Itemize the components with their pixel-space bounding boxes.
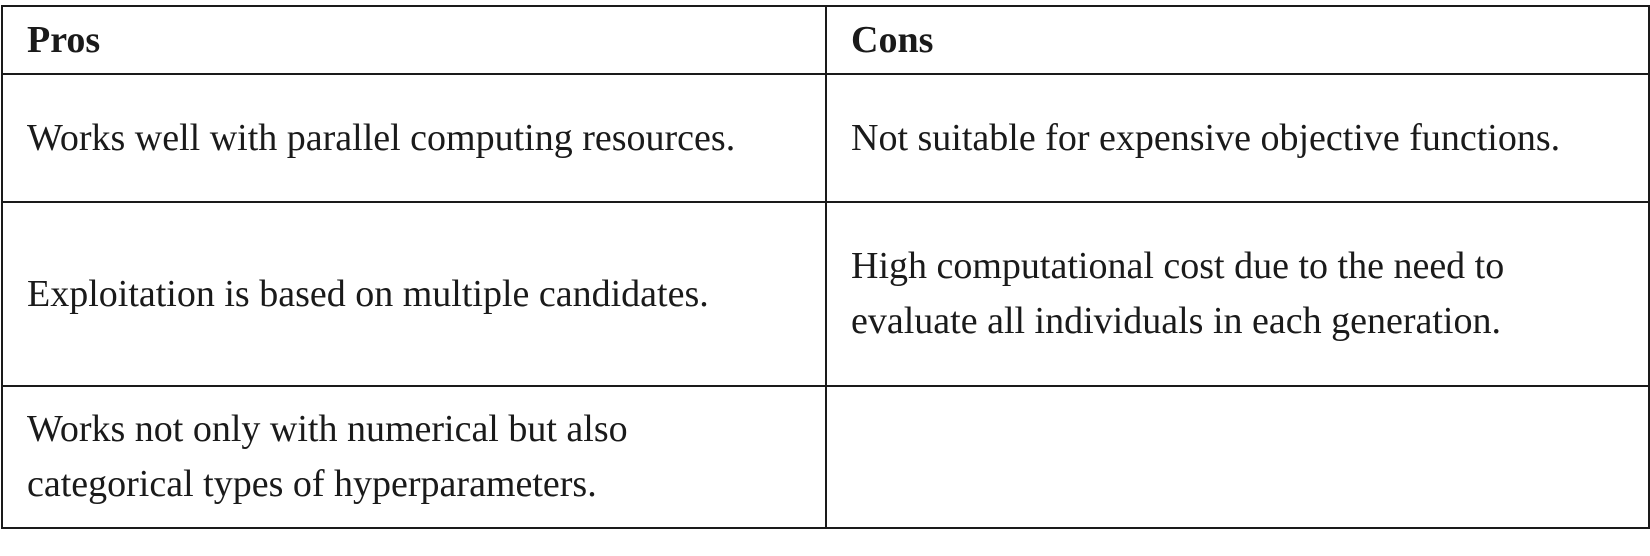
table-row: Works well with parallel computing resou… [1,73,1650,203]
table-row: Works not only with numerical but also c… [1,385,1650,529]
cons-cell [825,385,1650,529]
pros-cell: Exploitation is based on multiple candid… [1,201,827,387]
cell-text: High computational cost due to the need … [851,245,1505,342]
pros-cell: Works not only with numerical but also c… [1,385,827,529]
header-pros: Pros [1,5,827,75]
table-row: Exploitation is based on multiple candid… [1,201,1650,387]
cons-cell: Not suitable for expensive objective fun… [825,73,1650,203]
cell-text: Not suitable for expensive objective fun… [851,116,1561,159]
table-header-row: Pros Cons [1,5,1650,75]
pros-cons-table: Pros Cons Works well with parallel compu… [1,5,1650,529]
pros-cell: Works well with parallel computing resou… [1,73,827,203]
pros-cons-table-container: Pros Cons Works well with parallel compu… [1,5,1650,529]
cell-text: Works well with parallel computing resou… [27,116,736,159]
cell-text: Exploitation is based on multiple candid… [27,272,709,315]
cons-cell: High computational cost due to the need … [825,201,1650,387]
header-cons: Cons [825,5,1650,75]
cell-text: Works not only with numerical but also c… [27,408,628,505]
